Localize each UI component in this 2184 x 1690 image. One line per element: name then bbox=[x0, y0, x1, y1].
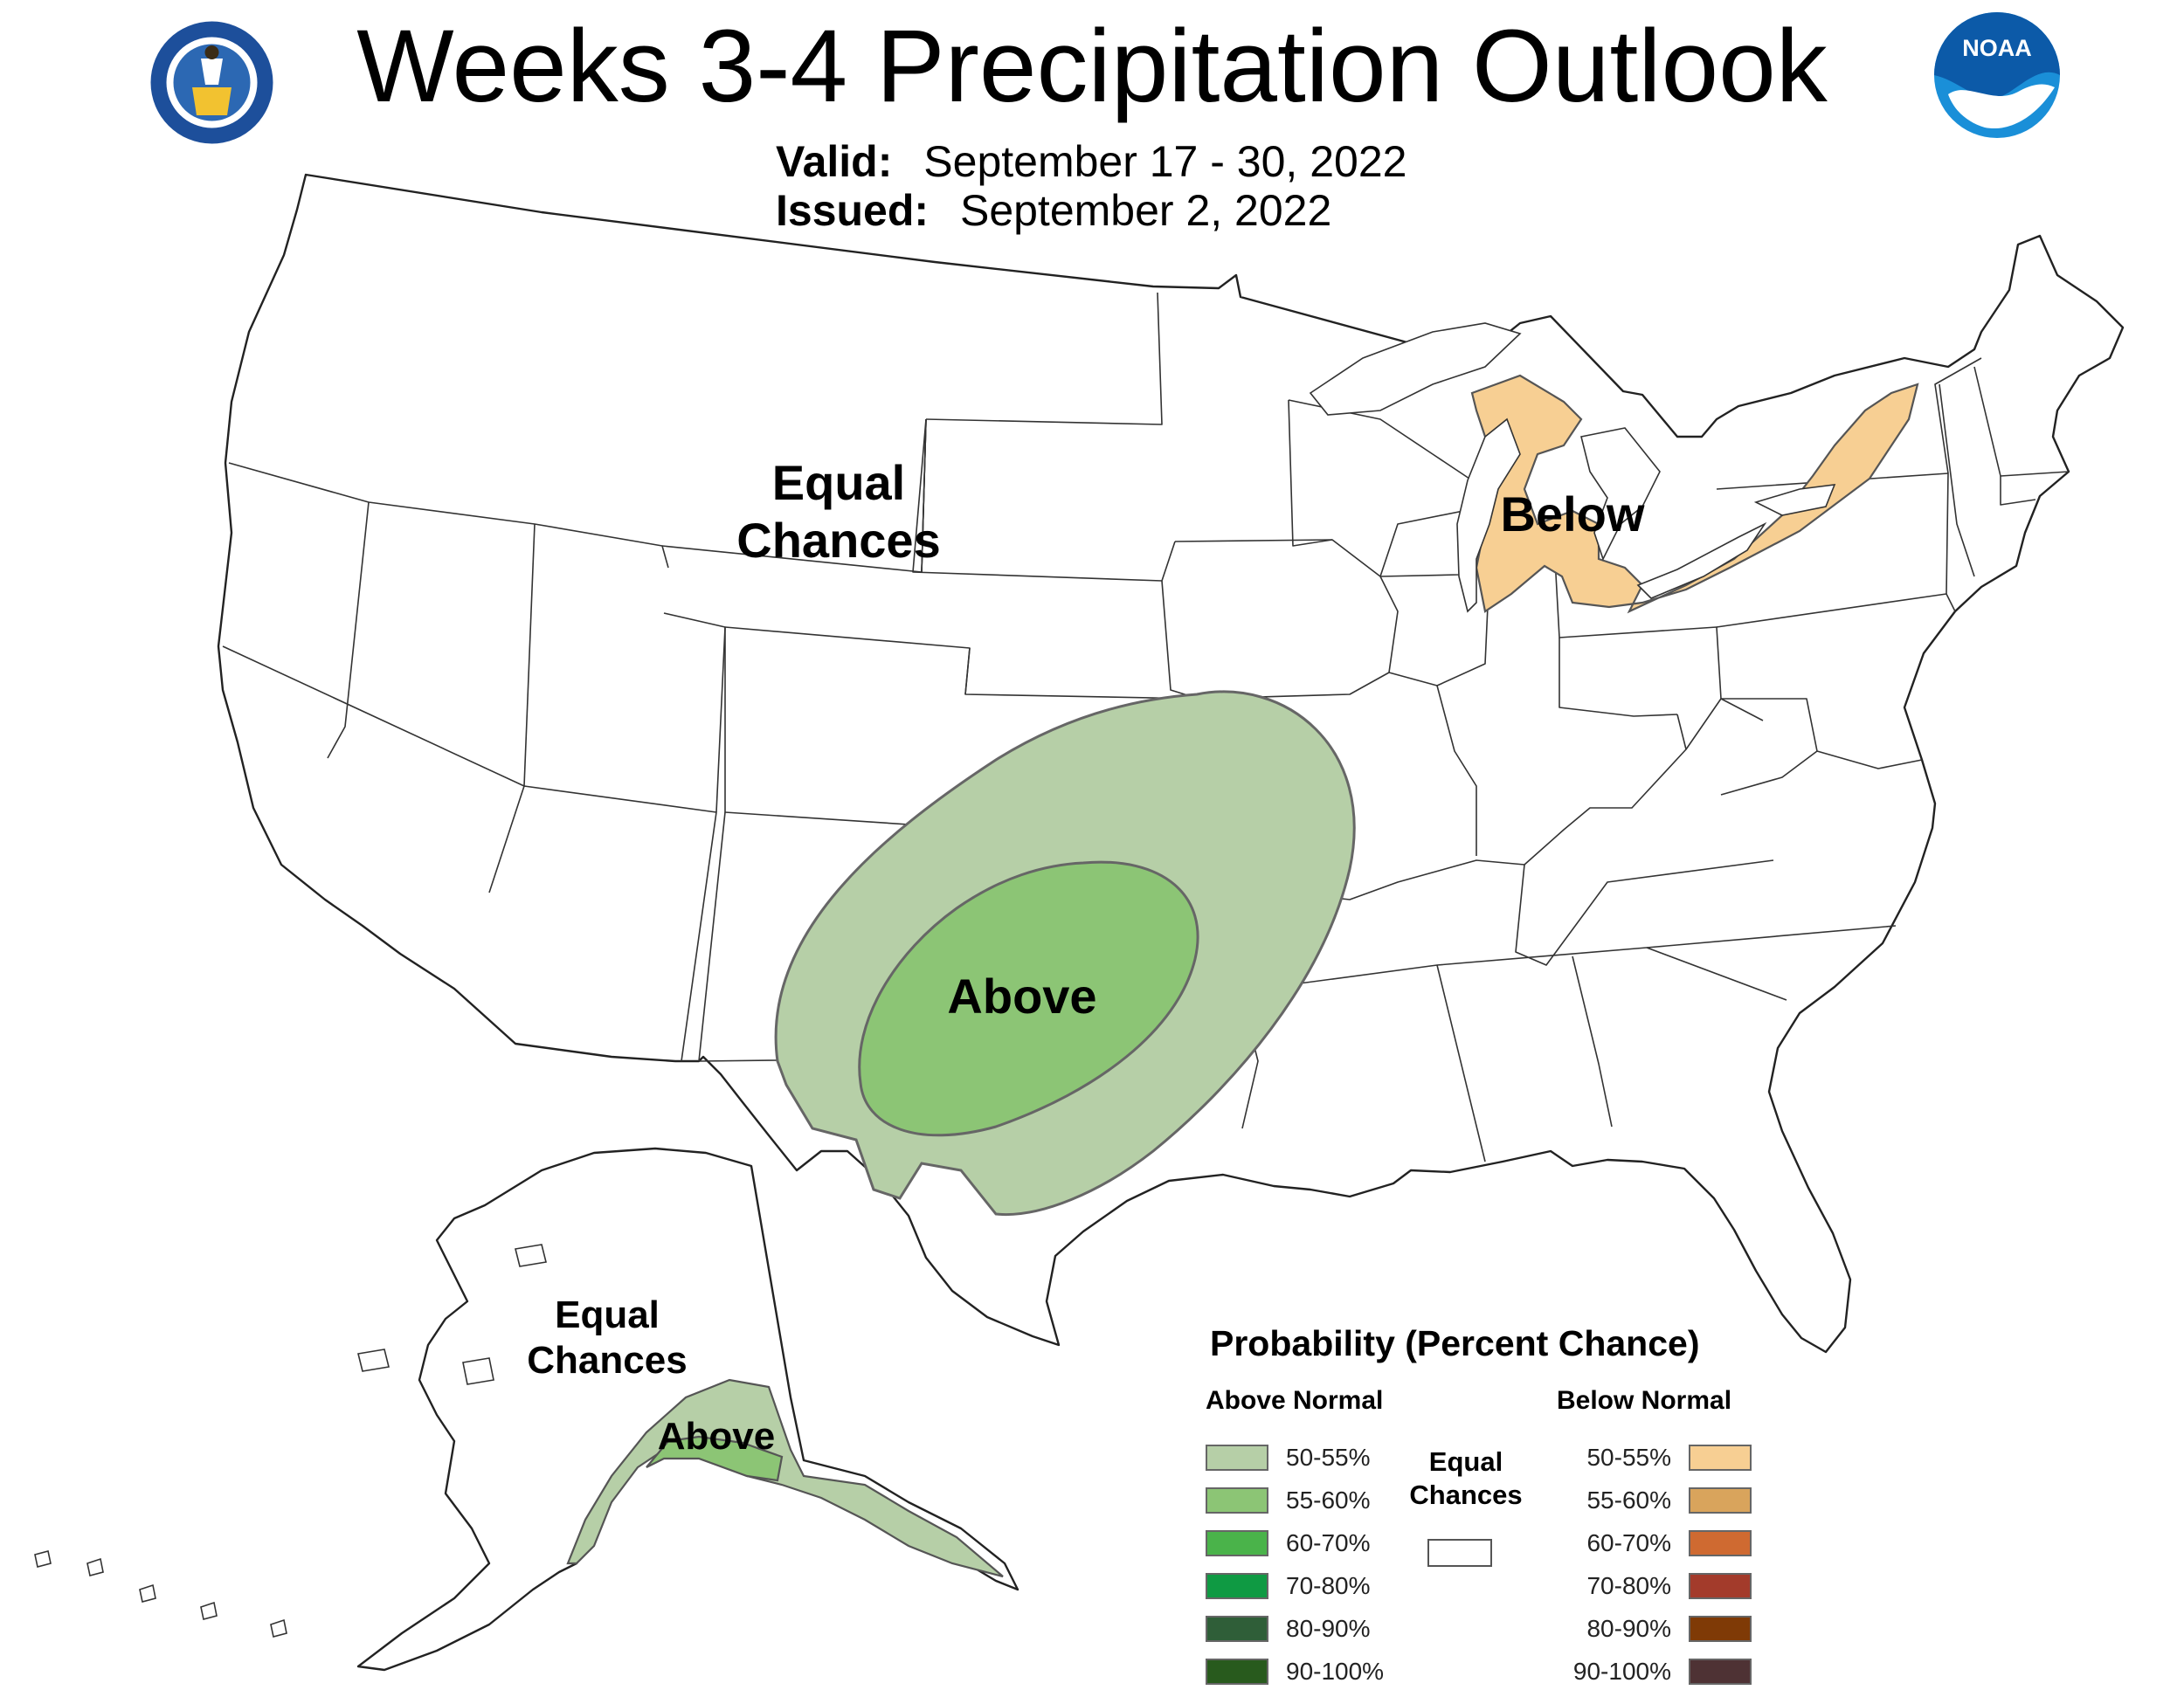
legend-below-label: 70-80% bbox=[1586, 1572, 1671, 1599]
legend-above-label: 60-70% bbox=[1286, 1529, 1371, 1556]
issued-label: Issued: bbox=[776, 186, 930, 235]
legend-title: Probability (Percent Chance) bbox=[1210, 1323, 1700, 1363]
legend-below-header: Below Normal bbox=[1557, 1386, 1732, 1415]
alaska-above-label: Above bbox=[657, 1415, 776, 1458]
legend-above-label: 50-55% bbox=[1286, 1444, 1371, 1471]
valid-label: Valid: bbox=[776, 137, 893, 186]
great-lakes-below-50-55 bbox=[1470, 374, 1919, 614]
lake-huron bbox=[1580, 427, 1661, 562]
legend-below-row: 90-100% bbox=[1551, 1655, 1752, 1690]
state-borders bbox=[222, 292, 2070, 1162]
noaa-logo-text: NOAA bbox=[1962, 35, 2032, 61]
legend-above-swatch bbox=[1206, 1487, 1268, 1514]
legend-equal-chances-label: Equal Chances bbox=[1396, 1445, 1536, 1512]
conus-equal-line1: Equal bbox=[771, 455, 906, 510]
conus-above-label: Above bbox=[947, 969, 1097, 1024]
alaska-equal-line2: Chances bbox=[527, 1339, 688, 1382]
alaska-equal-line1: Equal bbox=[555, 1293, 660, 1336]
legend-above-swatch bbox=[1206, 1659, 1268, 1685]
legend-equal-chances-swatch bbox=[1427, 1539, 1492, 1567]
valid-value: September 17 - 30, 2022 bbox=[923, 137, 1407, 186]
southern-alaska-above-50-55 bbox=[566, 1378, 1004, 1578]
legend-below-swatch bbox=[1689, 1530, 1752, 1556]
legend-below-label: 60-70% bbox=[1586, 1529, 1671, 1556]
conus-equal-chances-label: Equal Chances bbox=[712, 454, 965, 569]
legend-above-label: 90-100% bbox=[1286, 1658, 1385, 1685]
legend-above-row: 50-55% bbox=[1206, 1441, 1398, 1476]
lake-erie bbox=[1636, 521, 1767, 599]
legend-above-swatch bbox=[1206, 1573, 1268, 1599]
legend-above-swatch bbox=[1206, 1616, 1268, 1642]
department-of-commerce-seal bbox=[150, 21, 273, 144]
legend-above-swatch bbox=[1206, 1445, 1268, 1471]
legend-above-label: 80-90% bbox=[1286, 1615, 1371, 1642]
page-title: Weeks 3-4 Precipitation Outlook bbox=[356, 9, 1828, 124]
legend-above-row: 80-90% bbox=[1206, 1612, 1398, 1647]
lake-superior bbox=[1309, 322, 1522, 416]
southern-plains-above-55-60 bbox=[858, 860, 1199, 1137]
legend-equal-line2: Chances bbox=[1409, 1480, 1523, 1510]
legend-below-swatch bbox=[1689, 1616, 1752, 1642]
alaska-islands bbox=[34, 1244, 547, 1638]
conus-equal-line2: Chances bbox=[736, 513, 941, 568]
conus-below-label: Below bbox=[1500, 486, 1645, 541]
noaa-logo: NOAA bbox=[1934, 12, 2060, 138]
legend-below-label: 80-90% bbox=[1586, 1615, 1671, 1642]
lake-ontario bbox=[1753, 484, 1836, 516]
alaska-equal-chances-label: Equal Chances bbox=[511, 1293, 703, 1383]
legend-below-row: 60-70% bbox=[1551, 1527, 1752, 1562]
valid-row: Valid: September 17 - 30, 2022 bbox=[776, 136, 1406, 187]
legend-below-row: 80-90% bbox=[1551, 1612, 1752, 1647]
lake-michigan bbox=[1456, 417, 1521, 613]
legend-below-label: 90-100% bbox=[1572, 1658, 1671, 1685]
legend-below-swatch bbox=[1689, 1445, 1752, 1471]
legend-above-row: 55-60% bbox=[1206, 1484, 1398, 1519]
southern-alaska-above-55-60 bbox=[646, 1435, 784, 1482]
legend-below-swatch bbox=[1689, 1487, 1752, 1514]
legend-below-swatch bbox=[1689, 1659, 1752, 1685]
issued-value: September 2, 2022 bbox=[959, 186, 1332, 235]
legend-above-swatch bbox=[1206, 1530, 1268, 1556]
legend-above-row: 70-80% bbox=[1206, 1569, 1398, 1604]
legend-equal-line1: Equal bbox=[1428, 1446, 1503, 1477]
legend-above-header: Above Normal bbox=[1206, 1386, 1384, 1415]
legend-below-row: 50-55% bbox=[1551, 1441, 1752, 1476]
legend-above-label: 55-60% bbox=[1286, 1487, 1371, 1514]
legend-below-row: 70-80% bbox=[1551, 1569, 1752, 1604]
legend-below-label: 50-55% bbox=[1586, 1444, 1671, 1471]
legend-below-label: 55-60% bbox=[1586, 1487, 1671, 1514]
issued-row: Issued: September 2, 2022 bbox=[776, 185, 1331, 236]
legend-above-row: 90-100% bbox=[1206, 1655, 1398, 1690]
legend-above-row: 60-70% bbox=[1206, 1527, 1398, 1562]
legend-below-row: 55-60% bbox=[1551, 1484, 1752, 1519]
legend-below-swatch bbox=[1689, 1573, 1752, 1599]
legend-above-label: 70-80% bbox=[1286, 1572, 1371, 1599]
